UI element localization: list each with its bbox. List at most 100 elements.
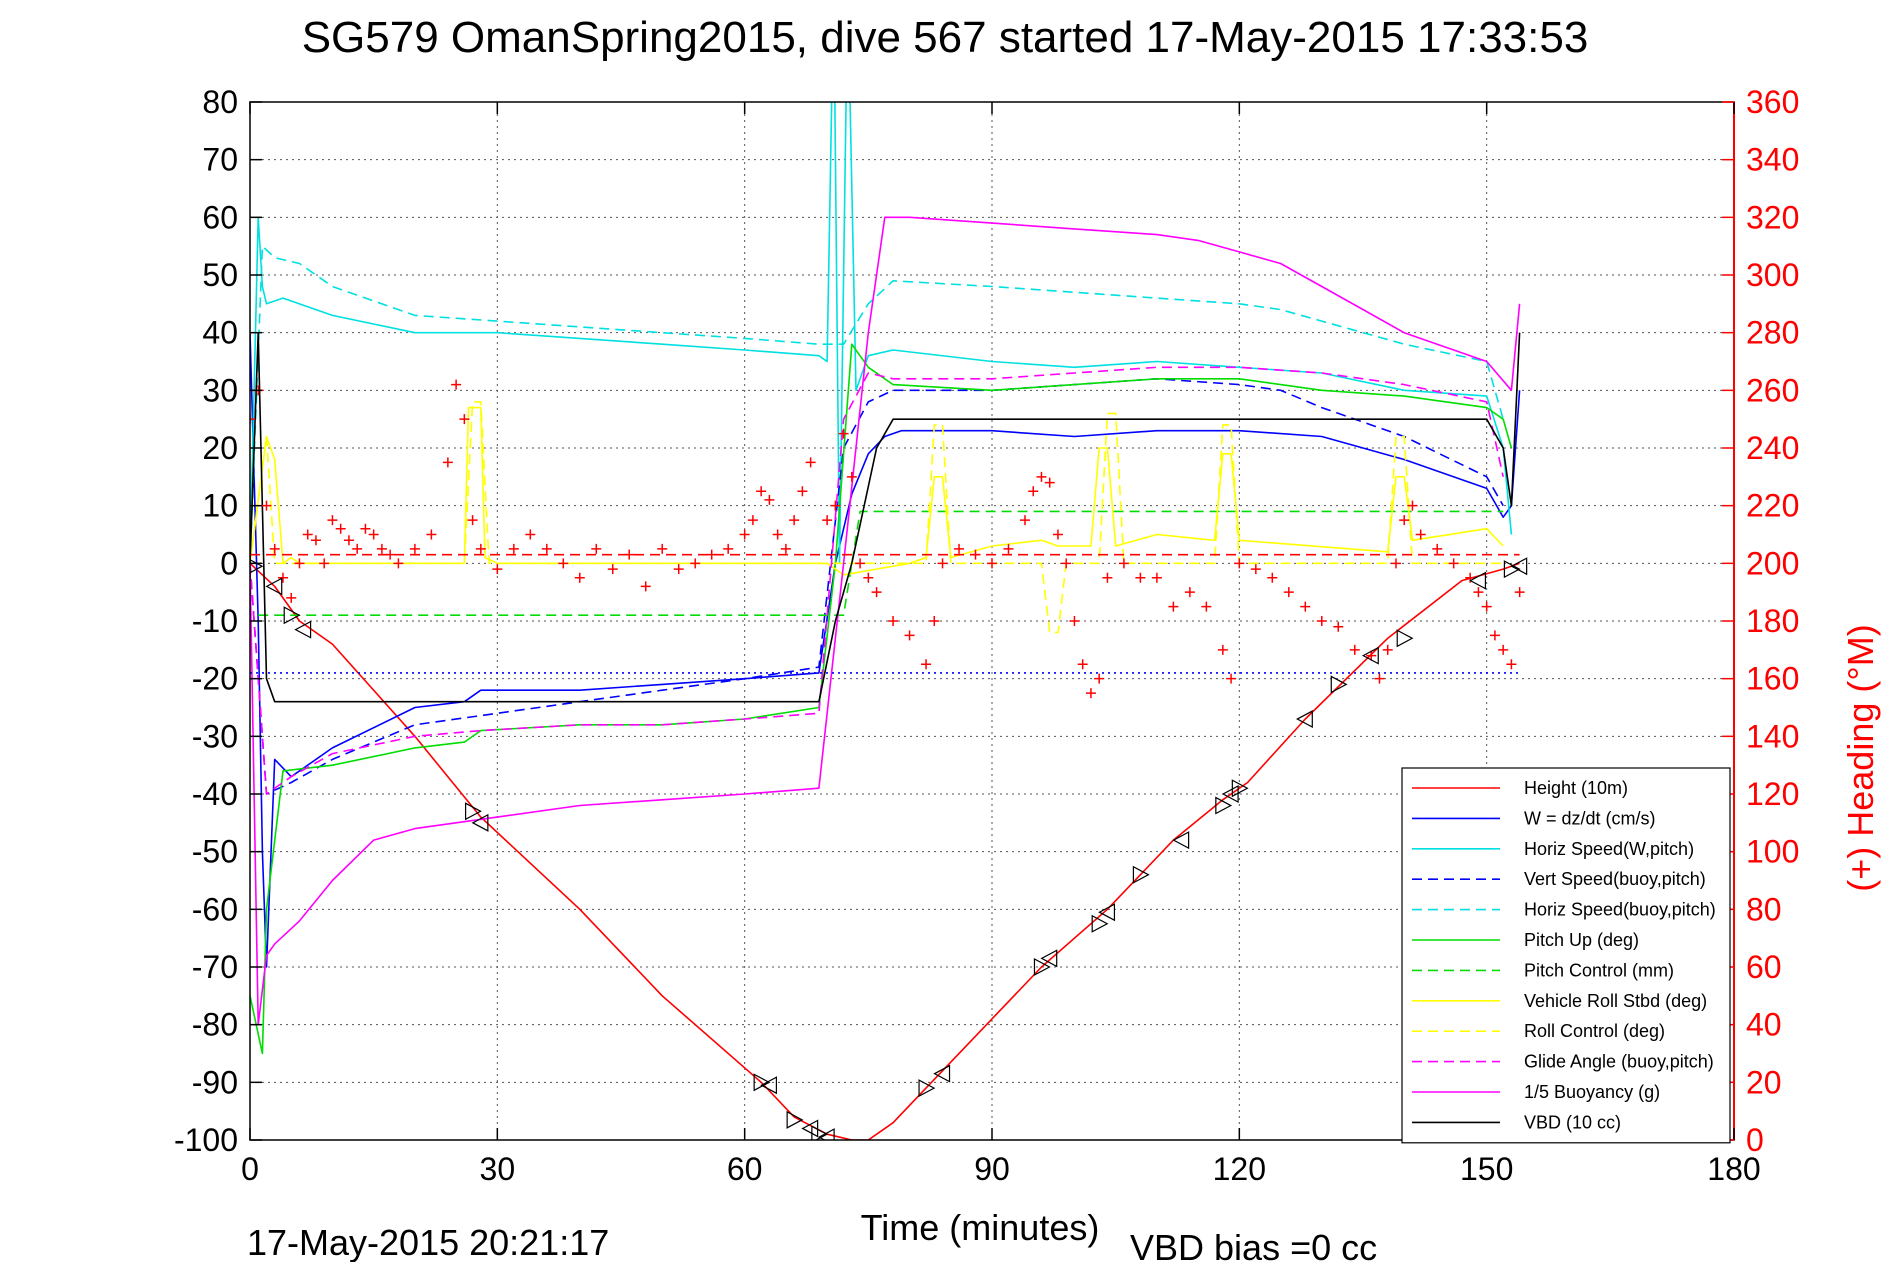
heading-point [1448,558,1459,569]
heading-point [987,558,997,569]
heading-point [607,564,618,575]
y-tick-label: -30 [192,718,238,754]
heading-point [723,543,734,554]
height-marker [465,802,482,821]
y-tick-label: 50 [202,257,238,293]
height-marker [753,1073,771,1092]
heading-point [426,529,437,540]
series-line-0 [250,562,1520,1140]
heading-point [739,529,750,540]
heading-point [846,471,857,482]
height-marker [1040,949,1058,968]
y2-tick-label: 260 [1746,372,1799,408]
height-marker [801,1119,819,1138]
heading-point [747,515,758,526]
y-tick-label: -40 [192,776,238,812]
legend-label: Vert Speed(buoy,pitch) [1524,869,1706,889]
heading-point [574,572,585,583]
y2-tick-label: 240 [1746,430,1799,466]
y2-tick-label: 320 [1746,199,1799,235]
y-tick-label: -70 [192,949,238,985]
heading-point [1506,659,1517,670]
height-marker [1215,796,1233,815]
heading-point [1069,616,1080,626]
heading-point [1399,515,1410,526]
heading-point [1473,587,1484,598]
heading-point [385,549,396,560]
plot-area [250,102,1528,1140]
heading-point [368,529,379,540]
height-marker [1296,710,1313,729]
heading-point [863,572,874,583]
legend-label: Pitch Control (mm) [1524,960,1674,980]
heading-point [376,543,387,554]
heading-point [302,529,313,540]
legend-label: Vehicle Roll Stbd (deg) [1524,991,1707,1011]
y-tick-label: 70 [202,142,238,178]
heading-point [525,529,536,540]
heading-point [822,515,833,526]
height-marker [250,559,264,574]
heading-point [1283,587,1294,598]
heading-point [756,486,767,497]
height-marker [1361,646,1379,665]
heading-point [1036,471,1047,482]
heading-point [1514,587,1525,598]
y2-tick-label: 20 [1746,1064,1782,1100]
y-tick-label: 10 [202,488,238,524]
legend-label: Pitch Up (deg) [1524,930,1639,950]
heading-point [1003,543,1014,554]
heading-point [558,558,569,569]
height-marker [1172,831,1190,850]
y2-tick-label: 300 [1746,257,1799,293]
x-tick-label: 150 [1460,1151,1513,1187]
series-line-7 [250,406,1504,576]
legend-label: Horiz Speed(buoy,pitch) [1524,900,1716,920]
y2-tick-label: 60 [1746,949,1782,985]
heading-point [294,558,305,569]
heading-point [1407,500,1418,511]
height-marker [1510,557,1528,576]
heading-point [335,523,346,534]
heading-point [624,549,635,560]
series-line-8 [250,401,1504,634]
y-tick-label: 80 [202,84,238,120]
heading-point [888,616,899,626]
heading-point [1102,572,1113,583]
heading-point [1118,558,1129,569]
heading-point [1168,601,1179,612]
heading-point [1201,601,1212,612]
y2-axis-label: (+) Heading (°M) [1840,624,1881,891]
height-marker [294,620,312,639]
heading-point [789,515,800,526]
heading-point [871,587,882,598]
heading-point [1019,515,1030,526]
x-tick-label: 120 [1213,1151,1266,1187]
heading-point [1061,558,1072,569]
heading-point [319,558,330,569]
y2-tick-label: 40 [1746,1007,1782,1043]
y-tick-label: -100 [174,1122,238,1158]
heading-point [1366,650,1377,661]
heading-point [277,572,288,583]
heading-point [937,558,948,569]
height-marker [1091,914,1109,933]
height-marker [817,1128,835,1140]
y2-tick-label: 160 [1746,661,1799,697]
heading-point [1052,529,1063,540]
heading-point [657,543,668,554]
heading-point [269,543,280,554]
height-marker [1503,560,1521,579]
heading-point [780,543,791,554]
heading-point [830,500,841,511]
x-axis-label: Time (minutes) [861,1207,1100,1248]
heading-point [1489,630,1500,641]
heading-point [1415,529,1426,540]
heading-point [1077,659,1088,670]
y-tick-label: -50 [192,834,238,870]
heading-point [541,543,552,554]
heading-point [764,494,775,505]
height-marker [1132,865,1150,884]
heading-point [467,515,478,526]
